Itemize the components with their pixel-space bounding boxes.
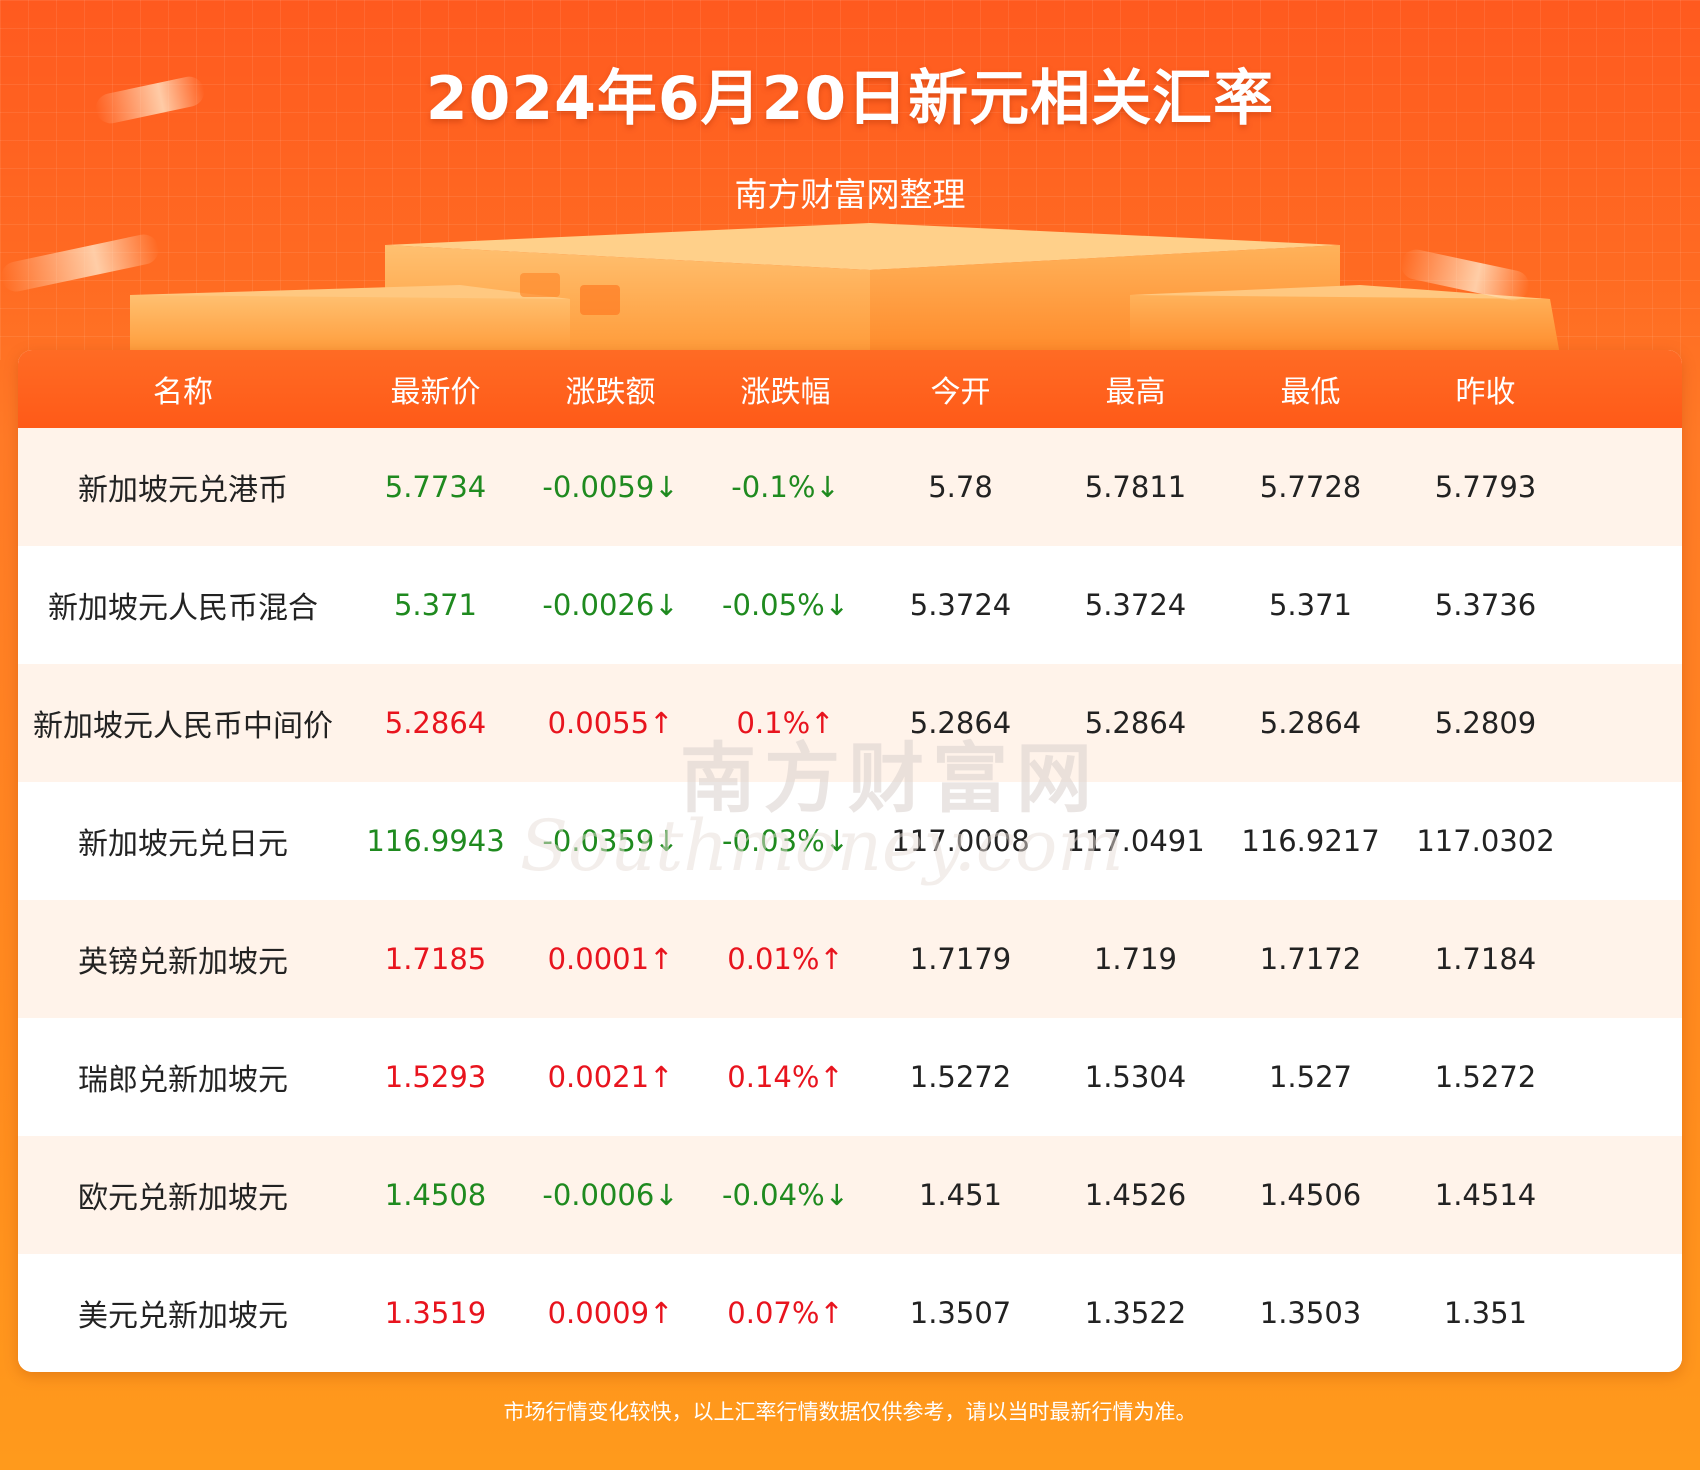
rate-pct: -0.05%↓: [722, 588, 849, 622]
rate-prev: 117.0302: [1416, 824, 1555, 858]
rate-open: 1.3507: [909, 1296, 1012, 1330]
rate-change: -0.0026↓: [542, 588, 679, 622]
rate-prev: 1.351: [1443, 1296, 1528, 1330]
rate-latest: 5.2864: [384, 706, 487, 740]
rate-pct: -0.04%↓: [722, 1178, 849, 1212]
rate-pct: -0.03%↓: [722, 824, 849, 858]
table-row: 英镑兑新加坡元 1.7185 0.0001↑ 0.01%↑ 1.7179 1.7…: [18, 900, 1682, 1018]
rates-table: 名称 最新价 涨跌额 涨跌幅 今开 最高 最低 昨收 新加坡元兑港币 5.773…: [18, 350, 1682, 1372]
rate-latest: 1.3519: [384, 1296, 487, 1330]
page-title: 2024年6月20日新元相关汇率: [425, 64, 1275, 134]
rate-open: 5.3724: [909, 588, 1012, 622]
col-header-name: 名称: [153, 375, 213, 410]
rate-pct: -0.1%↓: [731, 470, 840, 504]
rate-high: 1.719: [1093, 942, 1178, 976]
rate-high: 117.0491: [1066, 824, 1205, 858]
table-row: 新加坡元人民币中间价 5.2864 0.0055↑ 0.1%↑ 5.2864 5…: [18, 664, 1682, 782]
rate-prev: 1.7184: [1434, 942, 1537, 976]
rate-open: 1.451: [918, 1178, 1003, 1212]
rate-high: 1.3522: [1084, 1296, 1187, 1330]
table-row: 欧元兑新加坡元 1.4508 -0.0006↓ -0.04%↓ 1.451 1.…: [18, 1136, 1682, 1254]
col-header-open: 今开: [930, 375, 991, 410]
decorative-boxes: [130, 215, 1570, 355]
rate-latest: 5.7734: [384, 470, 487, 504]
rate-change: -0.0359↓: [542, 824, 679, 858]
rate-low: 1.7172: [1259, 942, 1362, 976]
disclaimer-note: 市场行情变化较快，以上汇率行情数据仅供参考，请以当时最新行情为准。: [503, 1400, 1197, 1424]
col-header-low: 最低: [1280, 375, 1341, 410]
table-header: 名称 最新价 涨跌额 涨跌幅 今开 最高 最低 昨收: [18, 350, 1682, 428]
rate-prev: 5.2809: [1434, 706, 1537, 740]
rate-open: 1.5272: [909, 1060, 1012, 1094]
rate-open: 117.0008: [891, 824, 1030, 858]
rate-change: 0.0055↑: [547, 706, 674, 740]
col-header-high: 最高: [1105, 375, 1166, 410]
rate-pct: 0.01%↑: [727, 942, 844, 976]
rate-latest: 1.7185: [384, 942, 487, 976]
rate-high: 5.3724: [1084, 588, 1187, 622]
rate-change: 0.0001↑: [547, 942, 674, 976]
rate-change: 0.0021↑: [547, 1060, 674, 1094]
rate-name: 新加坡元人民币中间价: [33, 709, 333, 744]
rate-latest: 1.4508: [384, 1178, 487, 1212]
rate-prev: 1.4514: [1434, 1178, 1537, 1212]
rate-low: 5.371: [1268, 588, 1353, 622]
table-row: 瑞郎兑新加坡元 1.5293 0.0021↑ 0.14%↑ 1.5272 1.5…: [18, 1018, 1682, 1136]
rate-change: -0.0059↓: [542, 470, 679, 504]
rate-low: 5.7728: [1259, 470, 1362, 504]
rate-name: 欧元兑新加坡元: [78, 1181, 288, 1216]
table-row: 新加坡元兑日元 116.9943 -0.0359↓ -0.03%↓ 117.00…: [18, 782, 1682, 900]
rate-high: 1.5304: [1084, 1060, 1187, 1094]
rate-open: 5.2864: [909, 706, 1012, 740]
rate-low: 1.3503: [1259, 1296, 1362, 1330]
rate-prev: 5.7793: [1434, 470, 1537, 504]
rate-low: 5.2864: [1259, 706, 1362, 740]
rate-high: 5.7811: [1084, 470, 1187, 504]
rate-latest: 116.9943: [366, 824, 505, 858]
rate-open: 5.78: [928, 470, 993, 504]
rate-low: 116.9217: [1241, 824, 1380, 858]
rate-name: 新加坡元兑港币: [78, 473, 288, 508]
rate-open: 1.7179: [909, 942, 1012, 976]
rate-pct: 0.14%↑: [727, 1060, 844, 1094]
table-row: 新加坡元兑港币 5.7734 -0.0059↓ -0.1%↓ 5.78 5.78…: [18, 428, 1682, 546]
table-body: 新加坡元兑港币 5.7734 -0.0059↓ -0.1%↓ 5.78 5.78…: [18, 428, 1682, 1372]
rate-prev: 5.3736: [1434, 588, 1537, 622]
rate-name: 瑞郎兑新加坡元: [78, 1063, 288, 1098]
rate-high: 1.4526: [1084, 1178, 1187, 1212]
rate-prev: 1.5272: [1434, 1060, 1537, 1094]
rate-change: 0.0009↑: [547, 1296, 674, 1330]
table-row: 美元兑新加坡元 1.3519 0.0009↑ 0.07%↑ 1.3507 1.3…: [18, 1254, 1682, 1372]
rate-name: 新加坡元人民币混合: [48, 591, 318, 626]
rate-change: -0.0006↓: [542, 1178, 679, 1212]
rate-low: 1.527: [1268, 1060, 1353, 1094]
rate-latest: 1.5293: [384, 1060, 487, 1094]
rate-low: 1.4506: [1259, 1178, 1362, 1212]
rate-latest: 5.371: [393, 588, 478, 622]
rate-name: 英镑兑新加坡元: [78, 945, 288, 980]
col-header-latest: 最新价: [390, 375, 481, 410]
col-header-prev: 昨收: [1455, 375, 1516, 410]
rate-pct: 0.07%↑: [727, 1296, 844, 1330]
page-subtitle: 南方财富网整理: [734, 175, 966, 214]
rate-high: 5.2864: [1084, 706, 1187, 740]
col-header-pct: 涨跌幅: [740, 375, 831, 410]
rate-name: 美元兑新加坡元: [78, 1299, 288, 1334]
table-row: 新加坡元人民币混合 5.371 -0.0026↓ -0.05%↓ 5.3724 …: [18, 546, 1682, 664]
col-header-change: 涨跌额: [565, 375, 656, 410]
rate-pct: 0.1%↑: [736, 706, 835, 740]
rate-name: 新加坡元兑日元: [78, 827, 288, 862]
